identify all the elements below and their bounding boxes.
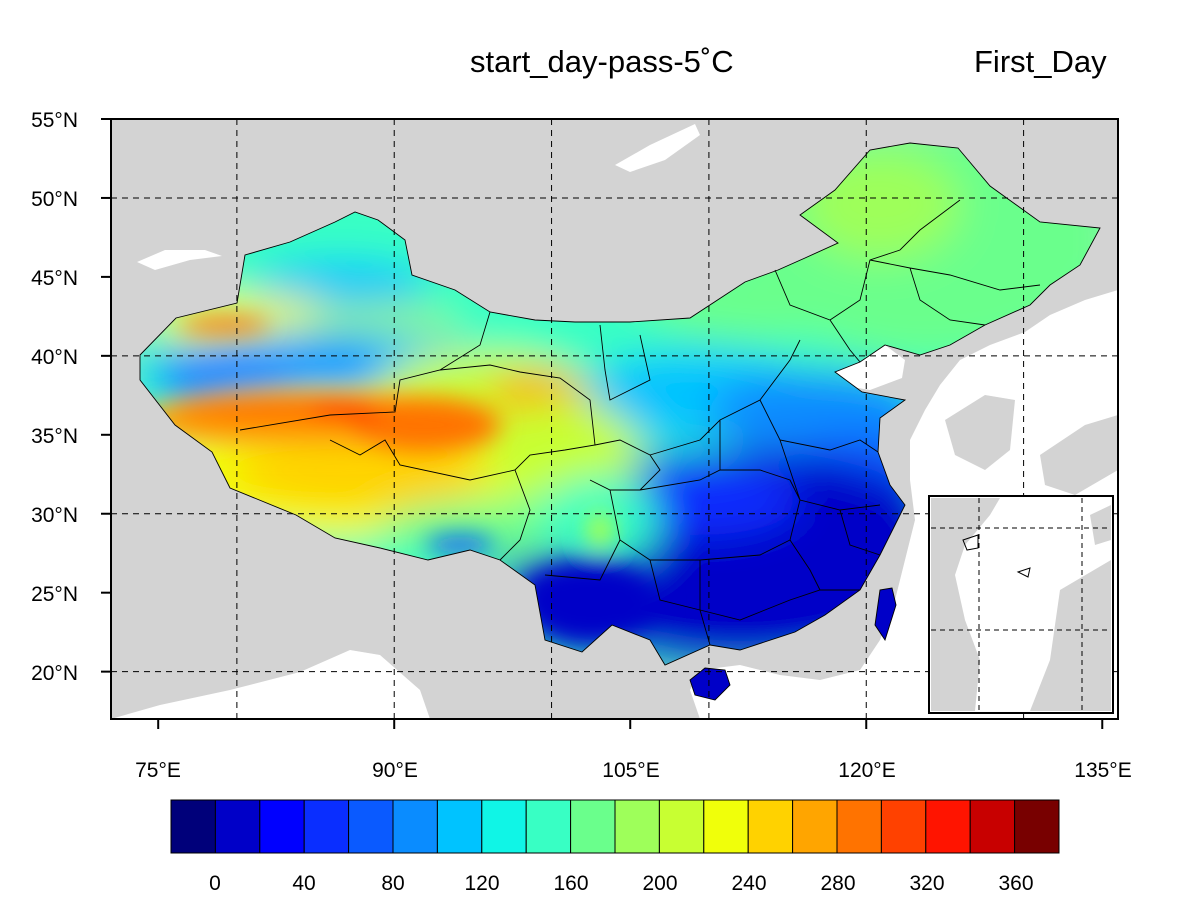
colorbar-box (570, 799, 616, 854)
lat-axis-labels: 55°N 50°N 45°N 40°N 35°N 30°N 25°N 20°N (31, 109, 78, 685)
lon-label-120: 120°E (838, 759, 895, 782)
map-frame (110, 118, 1119, 720)
colorbar-label-320: 320 (909, 872, 944, 895)
lat-label-20: 20°N (31, 662, 78, 685)
colorbar-label-360: 360 (998, 872, 1033, 895)
colorbar-labels: 0 40 80 120 160 200 240 280 320 360 (209, 872, 1033, 895)
lake-balkhash (137, 250, 222, 270)
lat-label-35: 35°N (31, 425, 78, 448)
lat-label-30: 30°N (31, 504, 78, 527)
colorbar-box (969, 799, 1016, 854)
colorbar-box (836, 799, 882, 854)
colorbar-box (392, 799, 438, 854)
colorbar-box (170, 799, 216, 854)
lon-label-105: 105°E (602, 759, 659, 782)
lat-label-45: 45°N (31, 267, 78, 290)
colorbar-label-280: 280 (820, 872, 855, 895)
korea-peninsula (945, 395, 1015, 470)
colorbar-box (525, 799, 572, 854)
colorbar-box (259, 799, 305, 854)
lat-label-40: 40°N (31, 346, 78, 369)
taiwan-island (874, 587, 897, 642)
colorbar-box (747, 799, 794, 854)
colorbar-box (880, 799, 927, 854)
colorbar-box (303, 799, 350, 854)
colorbar-box (1014, 799, 1060, 854)
colorbar-box (348, 799, 394, 854)
lat-label-25: 25°N (31, 583, 78, 606)
colorbar-label-200: 200 (642, 872, 677, 895)
lat-label-50: 50°N (31, 188, 78, 211)
colorbar-label-120: 120 (464, 872, 499, 895)
colorbar-label-0: 0 (209, 872, 221, 895)
colorbar-box (792, 799, 838, 854)
lon-label-75: 75°E (135, 759, 181, 782)
colorbar-label-80: 80 (381, 872, 404, 895)
bay-of-bengal (111, 650, 430, 719)
lat-label-55: 55°N (31, 109, 78, 132)
hainan-island (689, 667, 731, 701)
boundaries (139, 142, 1101, 701)
lake-baikal (615, 124, 700, 172)
colorbar-box (614, 799, 660, 854)
colorbar-label-160: 160 (553, 872, 588, 895)
colorbar-box (481, 799, 527, 854)
colorbar-box (214, 799, 261, 854)
colorbar-box (703, 799, 749, 854)
axis-ticks (101, 118, 1104, 729)
colorbar-box (436, 799, 483, 854)
inset-south-china-sea (928, 495, 1114, 714)
lon-label-90: 90°E (372, 759, 418, 782)
colorbar (170, 799, 1060, 854)
lon-label-135: 135°E (1074, 759, 1131, 782)
colorbar-label-240: 240 (731, 872, 766, 895)
japan-islands (1040, 415, 1118, 495)
map-subtitle: First_Day (974, 44, 1107, 79)
province-lines (239, 199, 1041, 646)
colorbar-box (658, 799, 705, 854)
lon-axis-labels: 75°E 90°E 105°E 120°E 135°E (135, 759, 1132, 782)
colorbar-label-40: 40 (292, 872, 315, 895)
colorbar-box (925, 799, 971, 854)
map-title: start_day-pass-5˚C (470, 44, 734, 79)
